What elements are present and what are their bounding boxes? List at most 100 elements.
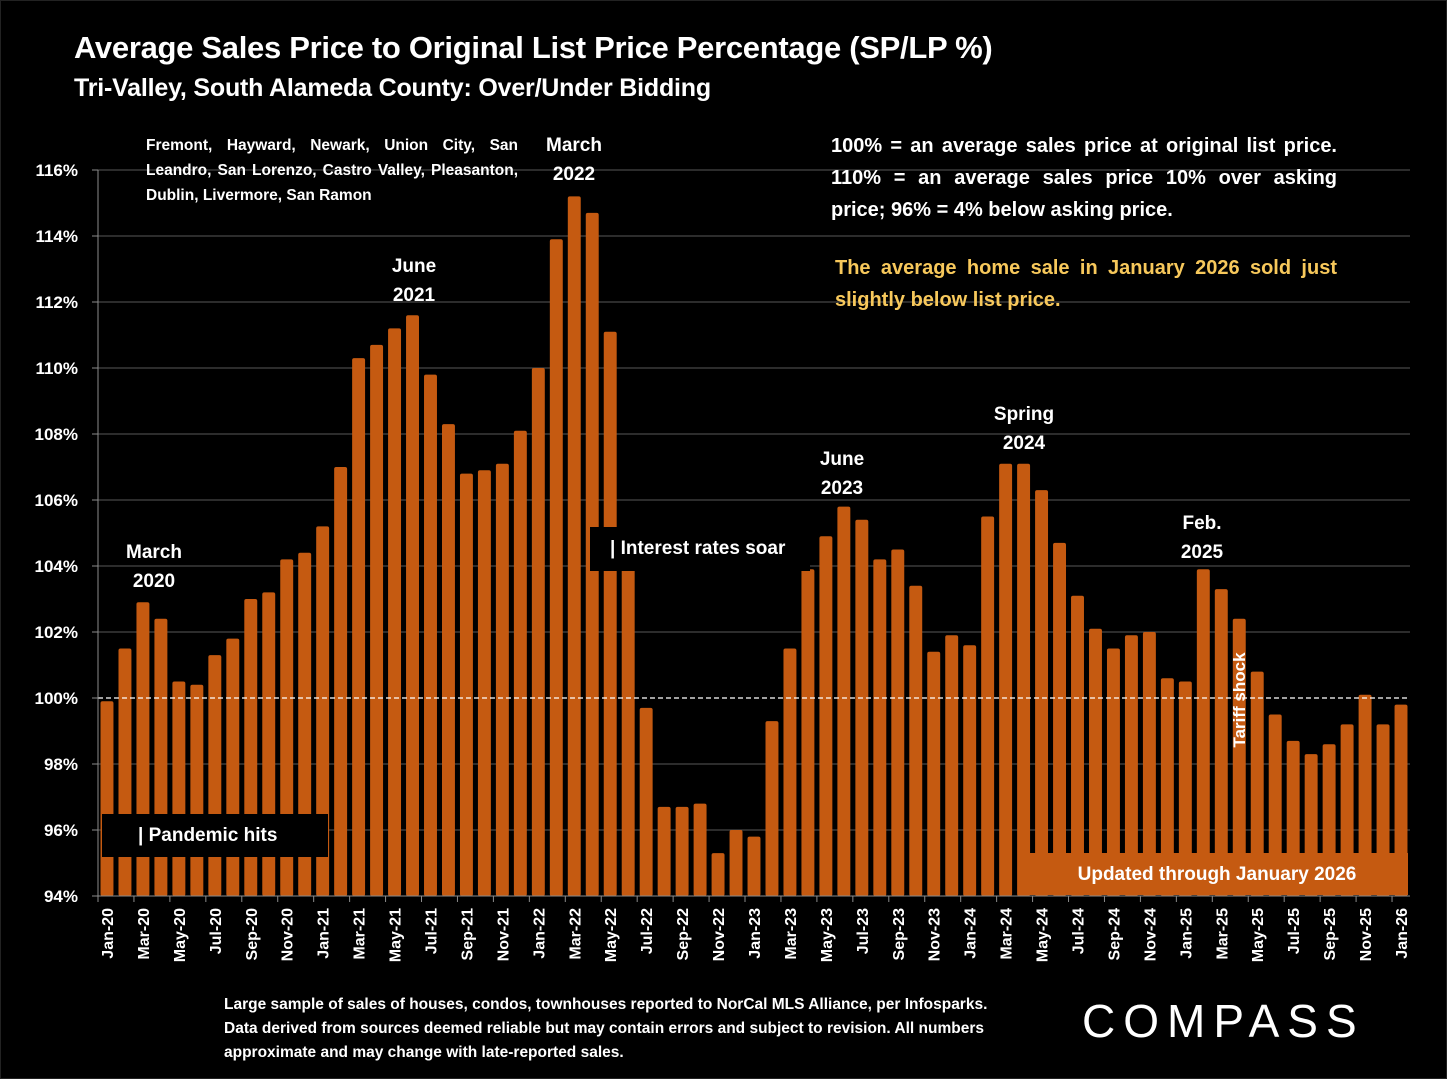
compass-logo: COMPASS — [1082, 995, 1365, 1047]
x-tick-label: Jul-23 — [855, 908, 872, 954]
x-tick-label: Jul-24 — [1071, 908, 1088, 954]
bar-Sep-24 — [1106, 648, 1120, 896]
bar-Dec-23 — [945, 635, 959, 896]
bar-Nov-23 — [927, 651, 941, 896]
bar-Feb-21 — [334, 467, 348, 896]
bar-Dec-24 — [1160, 678, 1174, 896]
x-tick-label: Jan-23 — [747, 908, 764, 959]
gridlines — [98, 169, 1410, 831]
x-tick-label: Mar-24 — [999, 908, 1016, 960]
y-tick-label: 102% — [35, 623, 78, 642]
callout-line: Feb. — [1182, 513, 1222, 534]
x-tick-label: Mar-22 — [567, 908, 584, 960]
bar-Sep-22 — [675, 806, 689, 896]
x-tick-label: May-21 — [388, 908, 405, 962]
bar-Sep-21 — [459, 473, 473, 896]
bar-Jun-21 — [406, 315, 419, 896]
x-tick-label: Nov-21 — [495, 908, 512, 961]
bar-Jan-26 — [1394, 704, 1408, 896]
bar-Jul-24 — [1071, 595, 1084, 896]
bar-Apr-21 — [370, 344, 384, 896]
cities-note: Fremont, Hayward, Newark, Union City, Sa… — [146, 137, 518, 204]
bar-May-21 — [388, 328, 402, 896]
x-tick-label: May-20 — [172, 908, 189, 962]
bar-Jun-20 — [190, 684, 204, 896]
event-interest-rates: | Interest rates soar — [590, 527, 810, 571]
x-tick-label: Nov-22 — [711, 908, 728, 961]
bar-May-25 — [1250, 671, 1264, 896]
x-tick-label: Jan-22 — [531, 908, 548, 959]
bar-Feb-23 — [765, 721, 779, 896]
bar-Dec-22 — [729, 830, 743, 896]
x-tick-label: Nov-24 — [1142, 908, 1159, 961]
bar-Apr-24 — [1017, 463, 1031, 896]
bar-Oct-22 — [693, 803, 707, 896]
x-tick-label: Mar-21 — [352, 908, 369, 960]
callout-line: March — [126, 542, 182, 563]
bar-Sep-23 — [891, 549, 905, 896]
callout-line: 2024 — [1002, 433, 1046, 454]
callout-march-2022: March 2022 — [530, 131, 618, 189]
x-tick-label: Jan-25 — [1178, 908, 1195, 959]
x-tick-label: Mar-23 — [783, 908, 800, 960]
y-tick-label: 112% — [35, 293, 78, 312]
bar-Mar-23 — [783, 648, 797, 896]
bar-May-20 — [172, 681, 186, 896]
bar-Aug-23 — [873, 559, 887, 896]
bars — [100, 196, 1408, 897]
bar-Jan-20 — [100, 701, 114, 896]
x-tick-label: Sep-22 — [675, 908, 692, 961]
bar-Jun-24 — [1053, 542, 1067, 896]
callout-line: 2025 — [1180, 542, 1224, 563]
x-tick-label: Nov-20 — [280, 908, 297, 961]
bar-Nov-25 — [1358, 694, 1372, 896]
callout-line: June — [391, 256, 437, 277]
callout-march-2020: March 2020 — [110, 538, 198, 596]
bar-Jan-25 — [1178, 681, 1192, 896]
x-tick-label: Jan-26 — [1394, 908, 1411, 959]
x-tick-label: Sep-23 — [891, 908, 908, 961]
explanation-note: 100% = an average sales price at origina… — [831, 135, 1337, 221]
bar-Jul-22 — [639, 707, 653, 896]
bar-Aug-22 — [657, 806, 671, 896]
x-tick-label: Jul-22 — [639, 908, 656, 954]
bar-Feb-20 — [118, 648, 132, 896]
y-tick-label: 108% — [35, 425, 78, 444]
callout-line: 2020 — [132, 571, 176, 592]
x-tick-label: May-23 — [819, 908, 836, 962]
x-tick-label: Nov-23 — [927, 908, 944, 961]
bar-Jun-25 — [1268, 714, 1282, 896]
updated-through-badge: Updated through January 2026 — [1026, 853, 1408, 895]
chart-title: Average Sales Price to Original List Pri… — [74, 30, 993, 65]
callout-spring-2024: Spring 2024 — [980, 400, 1068, 458]
callout-line: March — [546, 135, 602, 156]
bar-Mar-21 — [352, 358, 366, 897]
x-tick-label: Jan-24 — [963, 908, 980, 959]
y-tick-label: 96% — [44, 821, 78, 840]
x-axis-ticks: Jan-20 Mar-20 May-20 Jul-20 Sep-20 Nov-20 Jan-… — [97, 896, 1411, 962]
y-tick-label: 98% — [44, 755, 78, 774]
bar-Nov-20 — [280, 559, 294, 896]
callout-line: June — [819, 449, 865, 470]
bar-Jan-24 — [963, 645, 977, 896]
bar-May-22 — [603, 331, 617, 896]
bar-Nov-21 — [495, 463, 509, 896]
x-tick-label: May-25 — [1250, 908, 1267, 962]
x-tick-label: Sep-24 — [1106, 908, 1123, 961]
x-tick-label: Jul-21 — [423, 908, 440, 954]
x-tick-label: Mar-20 — [136, 908, 153, 960]
bar-Oct-21 — [477, 470, 491, 896]
x-tick-label: Jul-20 — [208, 908, 225, 954]
x-tick-label: Jan-21 — [316, 908, 333, 959]
x-tick-label: Jan-20 — [100, 908, 117, 959]
callout-line: 2023 — [820, 478, 864, 499]
event-tariff-shock: Tariff shock — [1230, 652, 1249, 748]
bar-Feb-22 — [549, 239, 563, 897]
y-tick-label: 114% — [35, 227, 78, 246]
callout-june-2023: June 2023 — [798, 445, 886, 503]
x-tick-label: Sep-25 — [1322, 908, 1339, 961]
bar-May-23 — [819, 536, 833, 896]
bar-Mar-22 — [567, 196, 581, 896]
bar-Jan-21 — [316, 526, 330, 896]
bar-Jul-21 — [424, 374, 437, 897]
